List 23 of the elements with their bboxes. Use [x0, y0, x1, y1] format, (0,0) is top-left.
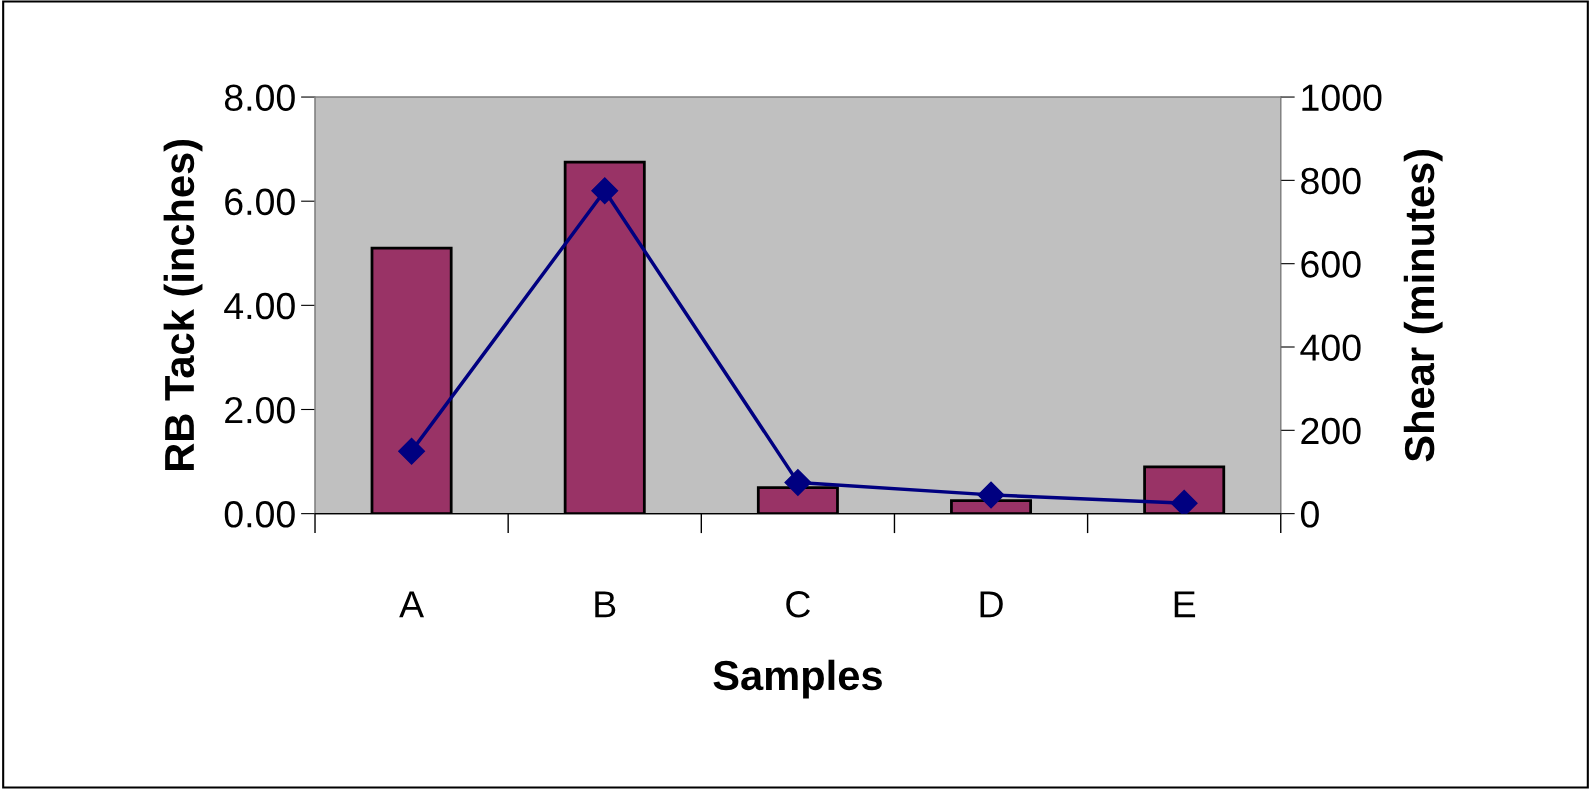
- y-tick-label: 0.00: [224, 501, 295, 528]
- x-tick-label: C: [786, 591, 810, 618]
- x-tick-label: B: [595, 591, 616, 618]
- x-axis-title: Samples: [713, 659, 882, 699]
- y2-tick-label: 600: [1301, 251, 1361, 278]
- x-tick-label: A: [399, 591, 425, 618]
- y-axis-title: RB Tack (inches): [163, 139, 203, 471]
- x-tick-label: E: [1174, 591, 1196, 618]
- y-tick-label: 4.00: [224, 292, 295, 320]
- point: [784, 468, 812, 496]
- point: [591, 177, 619, 205]
- y-tick-label: 2.00: [225, 396, 295, 424]
- y2-tick-label: 400: [1300, 334, 1361, 361]
- point: [977, 481, 1005, 509]
- y-tick-label: 6.00: [225, 188, 295, 216]
- y2-tick-label: 200: [1301, 417, 1361, 445]
- y-tick-label: 8.00: [224, 84, 295, 111]
- x-tick-label: D: [980, 591, 1003, 618]
- point: [398, 437, 426, 465]
- y2-tick-label: 1000: [1302, 84, 1382, 111]
- y2-tick-label: 0: [1300, 501, 1319, 528]
- y2-tick-label: 800: [1301, 167, 1361, 195]
- y2-axis-title: Shear (minutes): [1403, 149, 1443, 462]
